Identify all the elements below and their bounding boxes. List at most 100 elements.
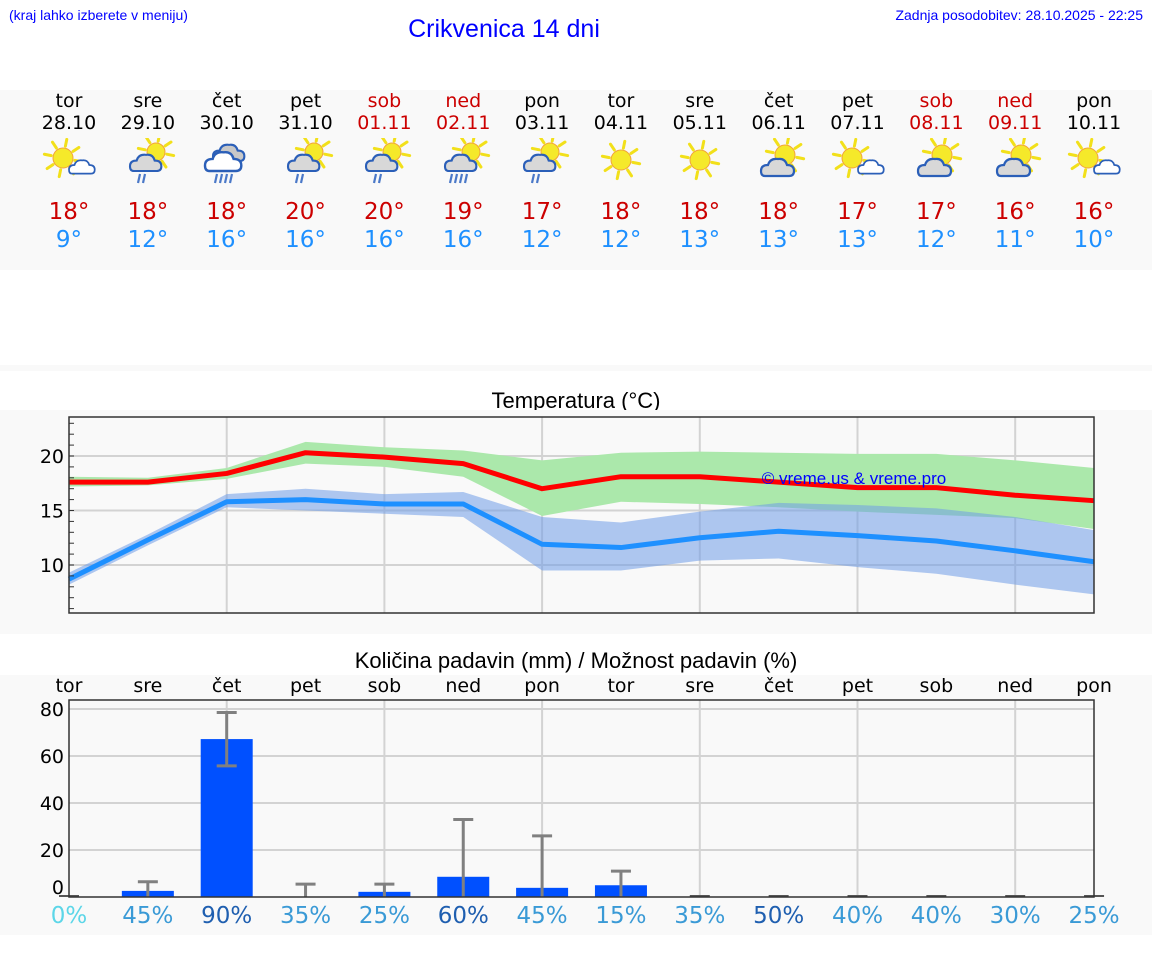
precip-day-label: tor xyxy=(55,675,83,697)
precip-probability: 35% xyxy=(674,903,726,929)
min-temp: 16° xyxy=(206,227,248,253)
min-temp: 16° xyxy=(364,227,405,253)
temperature-chart-area: © vreme.us & vreme.pro 10 15 20 xyxy=(0,410,1152,634)
y-tick-label: 20 xyxy=(40,446,64,468)
precip-day-label: sob xyxy=(919,675,954,697)
partly-cloudy-icon xyxy=(42,138,96,179)
day-name: tor xyxy=(607,90,635,112)
precip-day-label: tor xyxy=(607,675,635,697)
precip-day-label: sre xyxy=(685,675,715,697)
min-temp: 12° xyxy=(915,227,957,253)
y-tick-label: 20 xyxy=(40,840,64,862)
precip-day-label: pon xyxy=(524,675,560,697)
forecast-day: sre 29.10 18° 12° xyxy=(108,90,187,254)
precip-probability: 25% xyxy=(358,903,410,929)
temperature-chart-title: Temperatura (°C) xyxy=(491,388,661,413)
day-date: 30.10 xyxy=(199,112,254,134)
precip-probability: 45% xyxy=(516,903,568,929)
precip-probability: 0% xyxy=(50,903,88,929)
day-name: ned xyxy=(997,90,1034,112)
day-date: 29.10 xyxy=(120,112,176,134)
partly-cloudy-icon xyxy=(1067,138,1121,179)
day-name: čet xyxy=(763,90,794,112)
max-temp: 18° xyxy=(679,199,721,225)
max-temp: 17° xyxy=(837,199,878,225)
max-temp: 18° xyxy=(48,199,90,225)
forecast-day: ned 02.11 19° 16° xyxy=(424,90,503,254)
y-tick-label: 10 xyxy=(40,555,64,577)
day-date: 01.11 xyxy=(357,112,412,134)
day-name: ned xyxy=(445,90,482,112)
last-update: Zadnja posodobitev: 28.10.2025 - 22:25 xyxy=(895,7,1143,23)
precip-probability: 25% xyxy=(1068,903,1120,929)
min-temp: 13° xyxy=(758,227,800,253)
forecast-day: čet 30.10 18° 16° xyxy=(187,90,266,254)
min-temp: 12° xyxy=(127,227,169,253)
heavy-rain-cloud-icon xyxy=(203,143,246,184)
precip-probability: 15% xyxy=(595,903,647,929)
precip-day-label: čet xyxy=(763,675,794,697)
day-date: 10.11 xyxy=(1066,112,1122,134)
forecast-day: tor 28.10 18° 9° xyxy=(30,90,109,254)
precip-probability: 35% xyxy=(279,903,332,929)
day-name: tor xyxy=(55,90,83,112)
day-date: 09.11 xyxy=(987,112,1043,134)
forecast-day: pet 07.11 17° 13° xyxy=(818,90,897,254)
day-date: 04.11 xyxy=(593,112,649,134)
day-date: 03.11 xyxy=(514,112,570,134)
min-temp: 10° xyxy=(1073,227,1115,253)
day-name: sob xyxy=(367,90,402,112)
max-temp: 17° xyxy=(915,199,957,225)
forecast-strip: tor 28.10 18° 9° sre 29.10 18° 12° čet 30.10 18° 16… xyxy=(0,90,1152,270)
precip-probability: 50% xyxy=(753,903,805,929)
max-temp: 18° xyxy=(127,199,169,225)
precipitation-chart-title: Količina padavin (mm) / Možnost padavin … xyxy=(354,648,798,673)
sun-cloud-rain-icon xyxy=(523,138,570,184)
min-temp: 9° xyxy=(55,227,83,253)
forecast-day: tor 04.11 18° 12° xyxy=(581,90,660,254)
max-temp: 17° xyxy=(521,199,563,225)
min-temp: 16° xyxy=(442,227,484,253)
day-date: 28.10 xyxy=(41,112,97,134)
sun-icon xyxy=(679,139,720,181)
day-name: pon xyxy=(1076,90,1112,112)
temperature-chart: © vreme.us & vreme.pro 10 15 20 xyxy=(40,416,1095,614)
forecast-day: čet 06.11 18° 13° xyxy=(739,90,818,254)
min-temp: 16° xyxy=(285,227,326,253)
forecast-day: pet 31.10 20° 16° xyxy=(266,90,345,254)
max-temp: 20° xyxy=(364,199,405,225)
precip-day-label: pon xyxy=(1076,675,1112,697)
separator xyxy=(0,365,1152,371)
y-tick-label: 0 xyxy=(52,877,64,899)
day-date: 08.11 xyxy=(909,112,964,134)
y-tick-label: 60 xyxy=(40,746,64,768)
watermark: © vreme.us & vreme.pro xyxy=(762,469,946,488)
day-date: 06.11 xyxy=(751,112,806,134)
menu-hint: (kraj lahko izberete v meniju) xyxy=(9,7,188,23)
precip-probability: 30% xyxy=(989,903,1041,929)
precipitation-chart-area: tor sre čet pet sob ned pon tor sre čet pet sob ned p… xyxy=(0,675,1152,935)
sun-icon xyxy=(600,139,642,181)
min-temp: 12° xyxy=(521,227,563,253)
forecast-day: sob 01.11 20° 16° xyxy=(345,90,424,254)
day-name: pet xyxy=(289,90,322,112)
precip-day-label: ned xyxy=(997,675,1034,697)
y-tick-label: 40 xyxy=(40,793,64,815)
precip-probability: 40% xyxy=(910,903,962,929)
precip-day-label: sob xyxy=(367,675,402,697)
day-name: čet xyxy=(211,90,242,112)
precip-day-label: ned xyxy=(445,675,482,697)
forecast-day: pon 03.11 17° 12° xyxy=(503,90,582,254)
day-date: 02.11 xyxy=(436,112,491,134)
day-date: 07.11 xyxy=(830,112,885,134)
min-temp: 13° xyxy=(837,227,878,253)
sun-behind-cloud-icon xyxy=(759,138,805,178)
partly-cloudy-icon xyxy=(831,138,885,179)
max-temp: 18° xyxy=(600,199,642,225)
precipitation-chart: 0 20 40 60 80 xyxy=(40,699,1105,899)
max-temp: 16° xyxy=(994,199,1036,225)
max-temp: 20° xyxy=(285,199,326,225)
precip-day-label: pet xyxy=(289,675,322,697)
sun-behind-cloud-icon xyxy=(917,138,963,178)
day-name: sre xyxy=(133,90,163,112)
